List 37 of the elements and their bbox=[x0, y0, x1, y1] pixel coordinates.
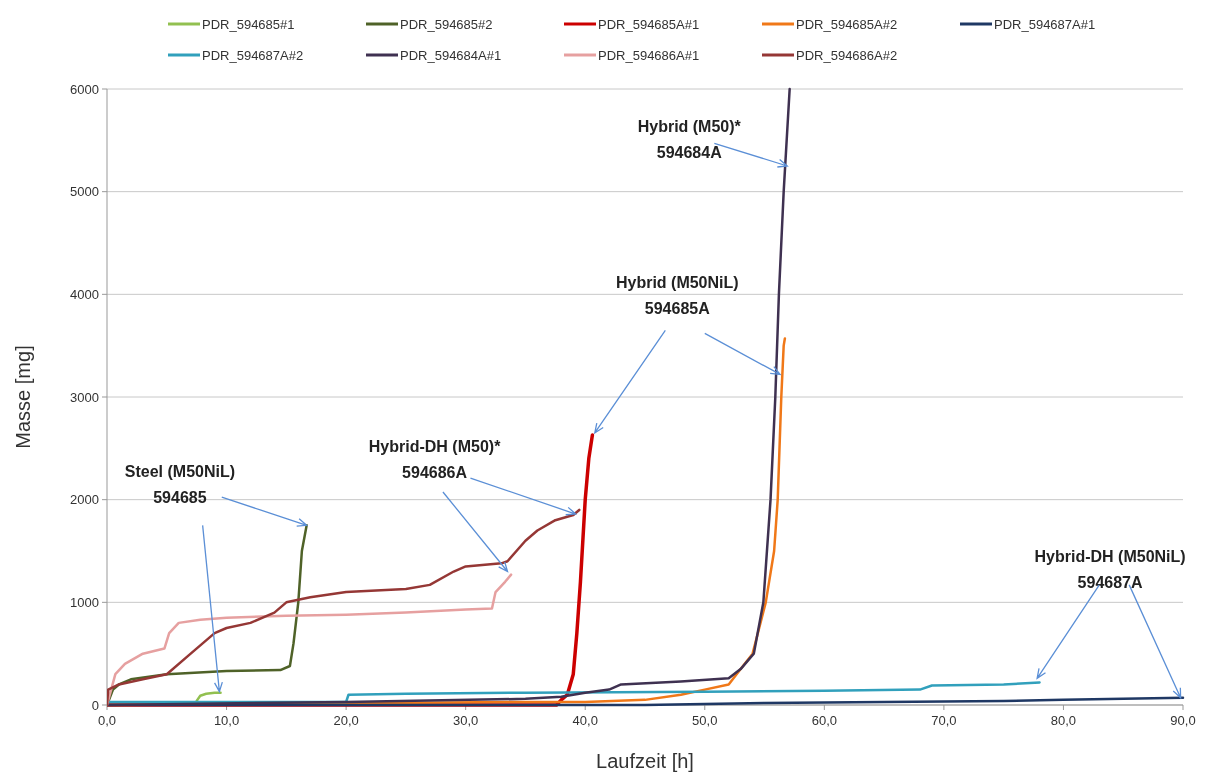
x-tick-label: 60,0 bbox=[811, 713, 837, 728]
legend-label: PDR_594685#2 bbox=[400, 16, 493, 32]
annotation: Steel (M50NiL) 594685 bbox=[124, 463, 236, 507]
line-series bbox=[195, 691, 222, 703]
x-tick-label: 20,0 bbox=[333, 713, 359, 728]
annotation: Hybrid-DH (M50)* 594686A bbox=[368, 438, 502, 482]
x-axis-title: Laufzeit [h] bbox=[596, 750, 694, 772]
x-tick-label: 0,0 bbox=[97, 713, 117, 728]
y-tick-label: 5000 bbox=[70, 184, 99, 200]
annotation: Hybrid (M50NiL) 594685A bbox=[615, 274, 739, 318]
y-tick-label: 3000 bbox=[70, 389, 99, 405]
legend-label: PDR_594686A#1 bbox=[598, 47, 700, 63]
x-tick-label: 10,0 bbox=[213, 713, 240, 728]
y-axis-title: Masse [mg] bbox=[12, 345, 34, 449]
y-tick-label: 0 bbox=[91, 697, 99, 713]
legend-label: PDR_594687A#2 bbox=[202, 47, 304, 63]
legend-label: PDR_594685#1 bbox=[202, 16, 295, 32]
x-tick-label: 70,0 bbox=[931, 713, 957, 728]
line-series bbox=[107, 681, 1041, 704]
annotation: Hybrid-DH (M50NiL) 594687A bbox=[1034, 548, 1186, 592]
annotation: Hybrid (M50)* 594684A bbox=[637, 118, 742, 162]
legend-label: PDR_594685A#1 bbox=[598, 16, 700, 32]
y-tick-label: 6000 bbox=[70, 81, 99, 97]
x-tick-label: 40,0 bbox=[572, 713, 598, 728]
x-tick-label: 80,0 bbox=[1050, 713, 1077, 728]
legend-label: PDR_594684A#1 bbox=[400, 47, 502, 63]
x-tick-label: 50,0 bbox=[692, 713, 718, 728]
x-tick-label: 30,0 bbox=[453, 713, 479, 728]
y-tick-label: 2000 bbox=[70, 492, 99, 508]
legend-label: PDR_594687A#1 bbox=[994, 16, 1096, 32]
x-tick-label: 90,0 bbox=[1170, 713, 1196, 728]
y-tick-label: 1000 bbox=[70, 594, 99, 610]
legend-label: PDR_594686A#2 bbox=[796, 47, 898, 63]
y-tick-label: 4000 bbox=[70, 286, 99, 302]
line-series bbox=[107, 508, 581, 707]
legend-label: PDR_594685A#2 bbox=[796, 16, 898, 32]
line-series bbox=[107, 573, 513, 707]
